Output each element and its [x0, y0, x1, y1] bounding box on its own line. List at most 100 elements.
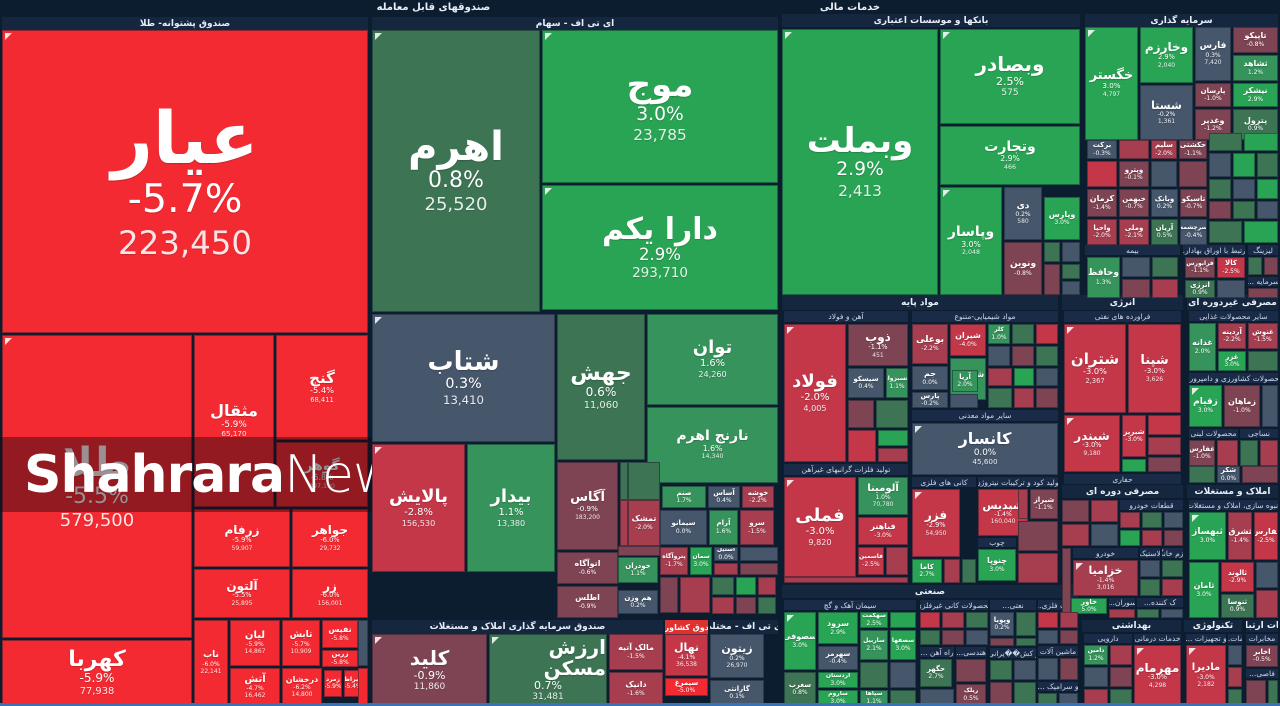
tile-کهربا[interactable]: کهربا -5.9% 77,938: [2, 640, 192, 706]
tile-small[interactable]: [1256, 562, 1278, 588]
tile-small[interactable]: [1084, 667, 1108, 687]
tile-small[interactable]: [1060, 612, 1078, 628]
tile-سمان[interactable]: سمان 3.0%: [690, 547, 712, 575]
tile-سصفها[interactable]: سصفها 3.0%: [890, 630, 916, 660]
tile-small[interactable]: [1264, 257, 1278, 275]
tile-small[interactable]: [1151, 161, 1177, 187]
tile-small[interactable]: [1256, 590, 1278, 618]
tile-سیسکو[interactable]: سیسکو 0.4%: [848, 368, 884, 398]
tile-بوعلی[interactable]: بوعلی -2.2%: [912, 324, 948, 364]
tile-ثبهساز[interactable]: ثبهساز 3.0%: [1189, 512, 1226, 560]
tile-small[interactable]: [1233, 153, 1255, 177]
tile-وپویا[interactable]: وپویا 0.2%: [990, 612, 1014, 636]
tile-small[interactable]: [920, 630, 940, 645]
tile-شتاب[interactable]: شتاب 0.3% 13,410: [372, 314, 555, 442]
tile-small[interactable]: [1140, 560, 1160, 577]
tile-سیمرغ[interactable]: سیمرغ -5.0%: [665, 678, 708, 696]
tile-بیدار[interactable]: بیدار 1.1% 13,380: [467, 444, 555, 572]
tile-ارزش مسکن[interactable]: ارزش مسکن 0.7% 31,481: [489, 634, 607, 706]
tile-small[interactable]: [1189, 466, 1215, 483]
tile-small[interactable]: [1240, 440, 1258, 466]
tile-دانیک[interactable]: دانیک -1.6%: [609, 672, 663, 706]
tile-small[interactable]: [944, 559, 960, 583]
tile-سرو[interactable]: سرو -1.5%: [740, 510, 774, 545]
tile-small[interactable]: [1016, 638, 1036, 646]
tile-سغرب[interactable]: سغرب 0.8%: [784, 672, 816, 706]
tile-ثنوسا[interactable]: ثنوسا 0.9%: [1221, 594, 1254, 618]
tile-فارس[interactable]: فارس 0.3% 7,420: [1195, 27, 1231, 81]
tile-حگهر[interactable]: حگهر 2.7%: [920, 659, 952, 687]
tile-غدانه[interactable]: غدانه 2.0%: [1189, 323, 1216, 371]
tile-آلتون[interactable]: آلتون -5.5% 25,895: [194, 569, 290, 618]
tile-کرمان[interactable]: کرمان -1.4%: [1087, 189, 1117, 217]
tile-ذوب[interactable]: ذوب -1.1% 451: [848, 324, 908, 366]
tile-چنوپا[interactable]: چنوپا 3.0%: [978, 549, 1016, 581]
tile-small[interactable]: [1062, 242, 1080, 262]
tile-small[interactable]: [1036, 388, 1058, 408]
tile-تاسیکو[interactable]: تاسیکو -0.7%: [1180, 189, 1207, 217]
tile-آلومینا[interactable]: آلومینا 1.0% 70,780: [858, 477, 908, 515]
tile-خبهمن[interactable]: خبهمن -0.7%: [1119, 189, 1149, 217]
tile-استیل[interactable]: استیل 0.0%: [714, 547, 738, 561]
tile-سهرمز[interactable]: سهرمز -0.4%: [818, 646, 858, 670]
tile-موج[interactable]: موج 3.0% 23,785: [542, 30, 778, 183]
tile-small[interactable]: [1257, 153, 1278, 177]
tile-small[interactable]: [1012, 324, 1034, 344]
tile-صنم[interactable]: صنم 1.7%: [662, 486, 706, 508]
tile-small[interactable]: [1044, 264, 1060, 295]
tile-small[interactable]: [1062, 281, 1080, 295]
tile-small[interactable]: [860, 662, 888, 688]
tile-small[interactable]: [942, 612, 964, 628]
tile-سیمانو[interactable]: سیمانو 0.0%: [660, 510, 707, 545]
tile-small[interactable]: [1018, 489, 1028, 519]
tile-small[interactable]: [1164, 530, 1183, 546]
tile-small[interactable]: [628, 462, 660, 500]
tile-small[interactable]: [1014, 368, 1034, 386]
tile-جهش[interactable]: جهش 0.6% 11,060: [557, 314, 645, 460]
tile-خاور[interactable]: خاور 5.0%: [1071, 598, 1107, 614]
tile-small[interactable]: [758, 597, 776, 614]
tile-فسبزوار[interactable]: فسبزوار1.1%: [886, 368, 908, 398]
tile-small[interactable]: [1248, 351, 1278, 371]
tile-مادیرا[interactable]: مادیرا -3.0% 2,182: [1186, 645, 1226, 706]
tile-small[interactable]: [956, 659, 986, 682]
tile-small[interactable]: [1142, 530, 1162, 546]
tile-small[interactable]: [920, 612, 940, 628]
tile-small[interactable]: [1060, 630, 1078, 644]
tile-آساس[interactable]: آساس 0.4%: [708, 486, 740, 508]
tile-small[interactable]: [886, 547, 908, 575]
tile-small[interactable]: [1148, 437, 1181, 455]
tile-عیار[interactable]: عیار -5.7% 223,450: [2, 30, 368, 333]
tile-small[interactable]: [1257, 179, 1278, 199]
tile-small[interactable]: [890, 662, 916, 688]
tile-وبملت[interactable]: وبملت 2.9% 2,413: [782, 29, 938, 295]
tile-small[interactable]: [1152, 279, 1178, 298]
tile-small[interactable]: [1228, 645, 1242, 665]
tile-تمشک[interactable]: تمشک -2.0%: [628, 500, 660, 546]
tile-زرفام[interactable]: زرفام -5.9% 59,907: [194, 509, 290, 567]
tile-small[interactable]: [890, 612, 916, 628]
tile-small[interactable]: [714, 563, 738, 575]
tile-small[interactable]: [680, 577, 710, 613]
tile-small[interactable]: [1209, 179, 1231, 199]
tile-small[interactable]: [620, 500, 628, 546]
tile-small[interactable]: [1209, 133, 1242, 151]
tile-انرژی[interactable]: انرژی 0.9%: [1185, 280, 1215, 298]
tile-small[interactable]: [1091, 500, 1118, 522]
tile-small[interactable]: [784, 577, 908, 583]
tile-small[interactable]: [358, 620, 368, 666]
tile-small[interactable]: [1248, 257, 1262, 275]
tile-small[interactable]: [1036, 368, 1058, 386]
tile-small[interactable]: [1018, 521, 1058, 551]
tile-small[interactable]: [1062, 500, 1089, 522]
tile-small[interactable]: [1014, 388, 1034, 408]
tile-نفیس[interactable]: نفیس -5.8%: [322, 620, 358, 648]
tile-فاسمین[interactable]: فاسمین -2.5%: [858, 547, 884, 575]
tile-small[interactable]: [878, 430, 908, 446]
tile-small[interactable]: [1044, 242, 1060, 262]
tile-small[interactable]: [1260, 440, 1278, 466]
tile-توان[interactable]: توان 1.6% 24,260: [647, 314, 778, 405]
tile-وغدیر[interactable]: وغدیر -1.2%: [1195, 109, 1231, 140]
tile-small[interactable]: [1209, 153, 1231, 177]
tile-small[interactable]: [942, 630, 964, 645]
